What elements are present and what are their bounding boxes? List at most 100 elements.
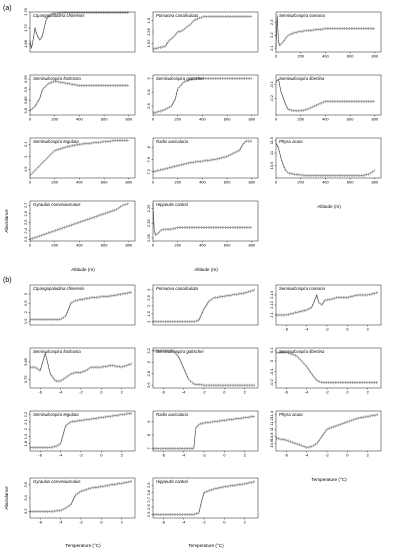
x-tick-label: 0 (152, 243, 155, 248)
y-tick-label: 2.05 (146, 233, 151, 242)
confidence-band-lower (276, 353, 378, 384)
plot-b-11: Hippeutis cantori 2.52.6 2.72.82.9 -6 -4 -2 0 2 (146, 477, 259, 525)
confidence-band-lower (153, 482, 255, 516)
x-tick-label: 200 (297, 117, 304, 122)
y-tick-label: 2.4 (23, 227, 28, 233)
x-tick-label: 800 (371, 180, 378, 185)
y-tick-label: 2.25 (146, 204, 151, 213)
series-line (275, 15, 375, 49)
y-tick-label: -0.1 (269, 368, 274, 376)
plot-a-6: Semisulcospira libertina -0.1 -0.2 0 200 400 6… (269, 74, 382, 122)
x-tick-label: 0 (29, 180, 32, 185)
y-tick-label: 10.5 (269, 161, 274, 170)
x-tick-label: 0 (223, 520, 226, 525)
x-tick-label: -6 (38, 520, 42, 525)
x-tick-label: -6 (38, 453, 42, 458)
plot-title: Gyraulus convexiusculus (33, 202, 81, 207)
x-tick-label: 0 (223, 390, 226, 395)
confidence-band-upper (153, 480, 255, 514)
y-tick-label: 3.2 (146, 347, 151, 353)
plot-frame (29, 137, 136, 179)
x-axis-title: Temperature (°C) (311, 477, 347, 482)
x-tick-label: 0 (152, 180, 155, 185)
x-tick-label: 2 (367, 390, 370, 395)
y-tick-label: 2.8 (146, 370, 151, 376)
plot-frame (152, 477, 259, 519)
plot-title: Semisulcospira libertina (279, 76, 325, 81)
confidence-band-upper (275, 413, 378, 447)
x-tick-label: -6 (284, 453, 288, 458)
confidence-band-lower (152, 17, 252, 51)
confidence-band-upper (153, 349, 255, 385)
x-tick-label: 0 (346, 327, 349, 332)
x-tick-label: 2 (244, 390, 247, 395)
x-tick-label: 600 (224, 117, 231, 122)
y-tick-label: 8 (146, 433, 151, 436)
x-tick-label: -2 (202, 520, 206, 525)
y-tick-label: 2.1 (23, 141, 28, 147)
x-tick-label: -2 (79, 520, 83, 525)
x-tick-label: 200 (51, 180, 58, 185)
plot-title: Cipangopaludina chinensis (33, 286, 85, 291)
section-b-label: (b) (3, 277, 12, 284)
confidence-band-upper (30, 411, 132, 447)
plot-title: Cipangopaludina chinensis (33, 13, 85, 18)
x-tick-label: -2 (202, 390, 206, 395)
x-tick-label: -6 (161, 453, 165, 458)
plot-b-3: Semisulcospira coreana 2.1 2.122.14 -6 -4 -2 0… (269, 284, 382, 332)
x-axis-title: Altitude (m) (194, 267, 218, 272)
x-tick-label: -4 (305, 327, 309, 332)
x-tick-label: -2 (325, 453, 329, 458)
y-tick-label: 3.2 (23, 508, 28, 514)
y-tick-label: 1.52 (146, 39, 151, 48)
plot-title: Radix auricularia (156, 412, 189, 417)
x-tick-label: 2 (121, 520, 124, 525)
plot-a-9: Physa acuta 10.5 11 11.5 0 200 400 600 800 (269, 136, 382, 185)
confidence-band-upper (275, 14, 375, 48)
x-tick-label: 400 (76, 243, 83, 248)
y-tick-label: 3.75 (23, 375, 28, 384)
confidence-band-upper (152, 77, 252, 113)
y-tick-label: 2.6 (146, 102, 151, 108)
confidence-band-upper (153, 288, 255, 321)
confidence-band-lower (275, 415, 378, 449)
plot-frame (152, 284, 259, 326)
confidence-band-upper (30, 480, 132, 511)
confidence-band-lower (29, 13, 129, 50)
x-tick-label: 200 (297, 180, 304, 185)
y-tick-label: 11 (269, 426, 274, 431)
y-tick-label: -0.2 (269, 378, 274, 386)
x-axis-title: Altitude (m) (71, 267, 95, 272)
plot-a-10: Gyraulus convexiusculus 2.3 2.4 2.5 2.6 2.7 0 2… (23, 200, 136, 248)
series-line (276, 292, 378, 316)
plot-b-4: Semisulcospira forticosta 3.75 3.85 -6 -4 -2 0… (23, 347, 136, 395)
plot-b-6: Semisulcospira libertina -0.2 -0.1 0 0.1 -6 -4… (269, 347, 382, 395)
x-tick-label: 0 (29, 117, 32, 122)
y-tick-label: 0.1 (269, 347, 274, 353)
y-tick-label: 2.7 (23, 202, 28, 208)
confidence-band-lower (30, 293, 132, 321)
y-tick-label: 11 (269, 150, 274, 155)
x-tick-label: 2 (367, 453, 370, 458)
plot-b-10: Gyraulus convexiusculus 3.2 3.4 3.6 -6 -4 -2 0 2 (23, 477, 136, 525)
series-line (30, 481, 132, 512)
plot-a-11: Hippeutis cantori 2.05 2.15 2.25 0 200 400 600 8… (146, 200, 259, 248)
y-axis-title: Abundance (4, 209, 9, 233)
x-tick-label: 400 (322, 54, 329, 59)
y-tick-label: 2.3 (23, 236, 28, 242)
x-tick-label: 200 (297, 54, 304, 59)
y-tick-label: 2 (146, 304, 151, 307)
y-tick-label: 3 (23, 292, 28, 295)
x-tick-label: 600 (101, 117, 108, 122)
x-tick-label: 600 (101, 243, 108, 248)
confidence-band-upper (152, 202, 252, 235)
confidence-band-upper (29, 139, 129, 175)
plot-title: Hippeutis cantori (156, 202, 189, 207)
confidence-band-upper (152, 15, 252, 49)
series-line (30, 412, 132, 448)
y-tick-label: 1.56 (146, 27, 151, 36)
x-axis-title: Temperature (°C) (188, 543, 224, 548)
x-tick-label: 2 (121, 453, 124, 458)
plot-frame (152, 137, 259, 179)
